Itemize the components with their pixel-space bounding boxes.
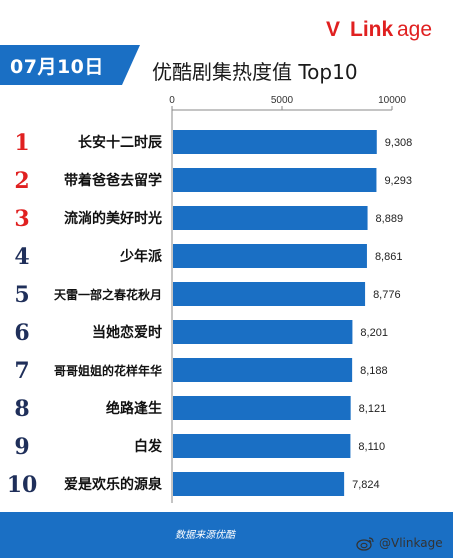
logo-age: age — [397, 18, 433, 41]
bar — [173, 282, 366, 306]
bar — [173, 472, 345, 496]
rank-number: 7 — [14, 358, 29, 384]
weibo-watermark: @Vlinkage — [356, 535, 443, 551]
watermark-text: @Vlinkage — [379, 536, 443, 550]
category-label: 白发 — [134, 438, 163, 455]
date-badge-shape — [0, 45, 140, 85]
rank-number: 10 — [7, 472, 38, 498]
logo-v: V — [326, 18, 341, 41]
category-label: 天雷一部之春花秋月 — [54, 287, 162, 302]
bar — [173, 168, 377, 192]
rank-number: 5 — [14, 282, 29, 308]
data-source-note: 数据来源优酷 — [175, 530, 235, 541]
bar — [173, 434, 351, 458]
bar — [173, 130, 377, 154]
value-label: 8,121 — [359, 403, 387, 415]
bar — [173, 320, 353, 344]
bar — [173, 358, 353, 382]
x-tick-label: 0 — [169, 95, 175, 106]
value-label: 8,188 — [360, 365, 388, 377]
category-label: 爱是欢乐的源泉 — [64, 476, 163, 493]
category-label: 少年派 — [119, 248, 163, 265]
x-tick-label: 10000 — [378, 95, 406, 106]
value-label: 8,776 — [373, 289, 401, 301]
date-badge: 07月10日 — [0, 45, 140, 85]
value-label: 7,824 — [352, 479, 380, 491]
category-label: 哥哥姐姐的花样年华 — [54, 363, 162, 378]
rank-number: 4 — [14, 244, 29, 270]
value-label: 8,861 — [375, 251, 403, 263]
bar — [173, 244, 367, 268]
rank-number: 3 — [14, 206, 29, 232]
rank-number: 6 — [14, 320, 29, 346]
logo-link: Link — [350, 18, 394, 41]
bar — [173, 396, 351, 420]
rank-number: 8 — [14, 396, 29, 422]
category-label: 长安十二时辰 — [78, 134, 163, 151]
value-label: 8,201 — [360, 327, 388, 339]
bar — [173, 206, 368, 230]
value-label: 8,889 — [376, 213, 404, 225]
value-label: 9,293 — [384, 175, 412, 187]
rank-number: 9 — [14, 434, 29, 460]
value-label: 8,110 — [358, 441, 385, 453]
bar-chart: 0 5000 10000 1 长安十二时辰 9,308 2 带着爸爸去留学 9,293 3 流淌的美… — [7, 95, 413, 503]
category-label: 带着爸爸去留学 — [64, 172, 162, 189]
rank-number: 1 — [14, 130, 29, 156]
rank-number: 2 — [14, 168, 29, 194]
vlinkage-logo: V Link age — [326, 14, 446, 50]
value-label: 9,308 — [385, 137, 413, 149]
category-label: 绝路逢生 — [106, 400, 162, 417]
footer-bar: 数据来源优酷 — [0, 512, 453, 558]
category-label: 当她恋爱时 — [92, 324, 162, 341]
x-tick-label: 5000 — [271, 95, 294, 106]
date-label: 07月10日 — [10, 56, 104, 78]
category-label: 流淌的美好时光 — [64, 210, 162, 227]
chart-title: 优酷剧集热度值 Top10 — [152, 60, 358, 84]
weibo-icon — [356, 537, 374, 551]
